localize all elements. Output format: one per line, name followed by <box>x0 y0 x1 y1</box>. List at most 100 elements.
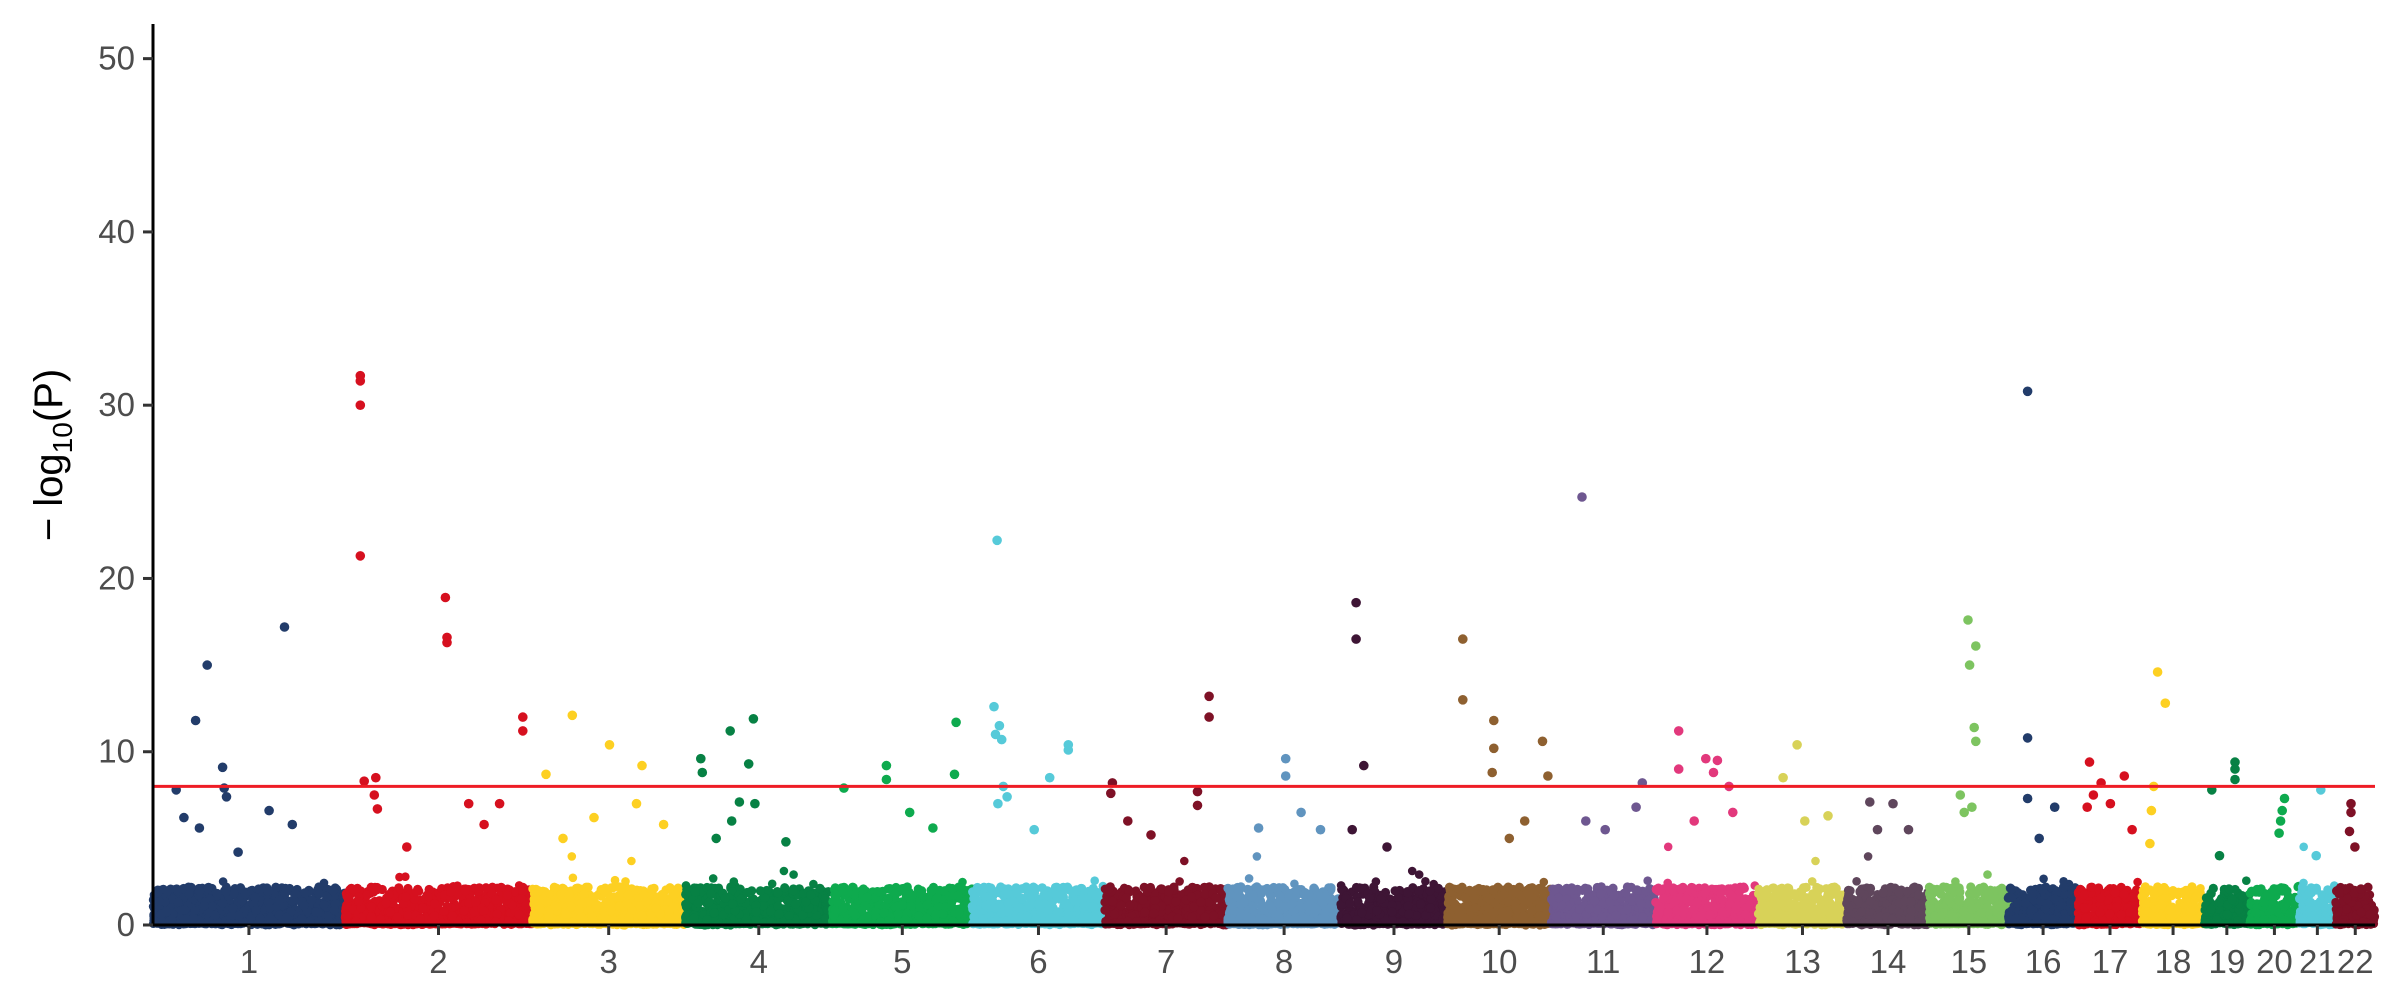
snp-hit-point <box>494 798 505 809</box>
snp-hit-point <box>202 660 212 670</box>
snp-point <box>623 890 633 900</box>
snp-point <box>521 900 531 911</box>
snp-point <box>491 895 501 905</box>
snp-point <box>550 901 560 912</box>
snp-point <box>789 870 798 879</box>
snp-point <box>199 900 209 911</box>
snp-hit-point <box>743 759 754 769</box>
snp-point <box>328 886 338 896</box>
snp-hit-point <box>402 842 412 852</box>
snp-point <box>255 914 265 924</box>
snp-point <box>755 886 766 896</box>
snp-hit-point <box>279 622 290 632</box>
snp-point <box>502 890 513 901</box>
snp-hit-point <box>355 551 366 561</box>
snp-point <box>423 891 433 902</box>
snp-point <box>447 911 458 921</box>
snp-hit-point <box>179 812 189 823</box>
snp-point <box>728 899 738 909</box>
chromosome-5-points <box>828 717 977 930</box>
snp-point <box>265 903 275 913</box>
snp-hit-point <box>750 798 760 809</box>
snp-hit-point <box>725 726 735 736</box>
snp-hit-point <box>696 753 706 764</box>
snp-point <box>188 913 198 923</box>
snp-point <box>608 883 618 893</box>
snp-point <box>530 893 540 903</box>
snp-point <box>329 905 339 915</box>
snp-point <box>194 886 205 896</box>
snp-hit-point <box>734 797 745 807</box>
snp-point <box>690 887 701 897</box>
snp-point <box>773 901 783 911</box>
snp-point <box>609 915 619 925</box>
snp-point <box>779 866 789 876</box>
snp-point <box>319 900 329 910</box>
snp-hit-point <box>217 762 228 773</box>
snp-point <box>263 886 273 897</box>
snp-point <box>155 897 165 907</box>
snp-point <box>221 887 231 897</box>
snp-point <box>322 892 332 902</box>
snp-point <box>274 910 284 920</box>
snp-point <box>774 909 784 919</box>
snp-point <box>815 883 825 893</box>
snp-hit-point <box>371 772 381 783</box>
snp-point <box>366 902 376 912</box>
snp-hit-point <box>355 400 366 411</box>
snp-point <box>429 911 439 921</box>
snp-point <box>229 889 239 899</box>
snp-point <box>250 892 260 903</box>
snp-point <box>281 912 292 922</box>
snp-hit-point <box>369 790 380 800</box>
snp-point <box>411 887 421 897</box>
snp-point <box>290 889 300 899</box>
snp-point <box>496 882 506 892</box>
snp-point <box>568 873 578 883</box>
snp-point <box>190 906 200 916</box>
snp-hit-point <box>463 798 474 809</box>
snp-point <box>806 890 816 900</box>
snp-point <box>384 889 394 900</box>
snp-hit-point <box>264 805 274 816</box>
snp-point <box>706 889 716 899</box>
snp-point <box>561 909 571 919</box>
snp-point <box>693 898 703 909</box>
snp-point <box>667 918 677 928</box>
snp-point <box>751 915 761 925</box>
snp-hit-point <box>589 812 599 823</box>
snp-point <box>343 893 353 903</box>
snp-point <box>673 883 683 893</box>
snp-point <box>415 914 425 924</box>
snp-point <box>535 904 545 915</box>
snp-hit-point <box>748 714 759 724</box>
snp-point <box>476 915 486 925</box>
snp-point <box>665 883 675 893</box>
snp-hit-point <box>711 833 721 844</box>
snp-point <box>299 901 309 911</box>
snp-hit-point <box>781 837 791 847</box>
data-points <box>148 370 2380 930</box>
snp-point <box>218 898 228 908</box>
snp-point <box>372 882 382 893</box>
snp-point <box>790 899 801 909</box>
snp-point <box>418 903 428 913</box>
snp-point <box>366 912 376 922</box>
snp-hit-point <box>359 776 370 786</box>
snp-point <box>627 856 636 866</box>
snp-point <box>300 888 310 898</box>
snp-hit-point <box>604 740 615 750</box>
snp-point <box>207 901 217 912</box>
snp-point <box>323 911 333 922</box>
snp-point <box>311 907 321 917</box>
snp-point <box>736 894 746 904</box>
chromosome-3-points <box>528 710 690 930</box>
snp-point <box>780 883 790 893</box>
snp-hit-point <box>637 760 647 771</box>
snp-point <box>514 909 524 920</box>
snp-point <box>274 895 284 905</box>
snp-hit-point <box>219 783 229 793</box>
snp-point <box>271 882 281 892</box>
snp-point <box>470 897 481 907</box>
snp-hit-point <box>726 816 737 826</box>
